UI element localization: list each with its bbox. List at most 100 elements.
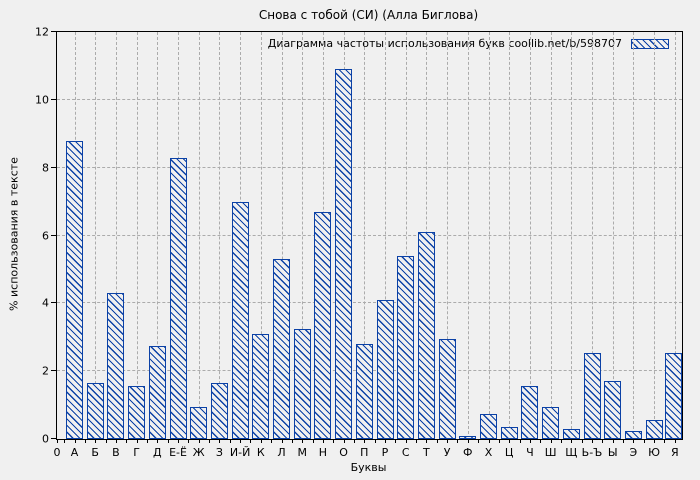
x-tick — [529, 439, 531, 443]
x-tick — [612, 439, 614, 443]
x-tick-label: С — [401, 446, 410, 459]
x-gridline — [95, 32, 97, 439]
y-tick — [51, 166, 57, 168]
bar — [438, 338, 456, 439]
x-tick — [291, 439, 293, 443]
bar — [335, 69, 353, 439]
x-tick — [374, 439, 376, 443]
origin-label: 0 — [53, 446, 61, 459]
x-gridline — [674, 32, 676, 439]
x-tick — [436, 439, 438, 443]
x-tick — [312, 439, 314, 443]
x-tick — [457, 439, 459, 443]
x-tick — [654, 439, 656, 443]
bar — [252, 333, 270, 439]
x-tick-label: Ч — [526, 446, 534, 459]
x-tick — [57, 439, 58, 443]
bar — [664, 352, 682, 439]
x-tick — [84, 439, 86, 443]
bar — [66, 140, 83, 439]
x-gridline — [550, 32, 552, 439]
x-tick-label: Ц — [504, 446, 514, 459]
x-tick-label: Е-Ё — [169, 446, 187, 459]
y-tick — [51, 302, 57, 304]
x-gridline — [612, 32, 614, 439]
x-tick-label: Ж — [192, 446, 205, 459]
bar — [480, 413, 497, 439]
bar — [624, 430, 642, 439]
x-tick — [633, 439, 635, 443]
x-gridline — [529, 32, 531, 439]
x-tick — [416, 439, 418, 443]
x-tick-label: М — [297, 446, 307, 459]
x-gridline — [157, 32, 159, 439]
x-gridline — [115, 32, 117, 439]
x-tick — [664, 439, 666, 443]
x-tick-label: Б — [91, 446, 99, 459]
x-tick — [219, 439, 221, 443]
x-tick-label: Н — [318, 446, 328, 459]
x-tick — [550, 439, 552, 443]
x-tick — [643, 439, 645, 443]
bar — [417, 232, 435, 439]
x-tick — [64, 439, 66, 443]
x-tick — [126, 439, 128, 443]
plot-area: Диаграмма частоты использования букв coo… — [35, 26, 683, 459]
y-tick-label: 6 — [42, 229, 49, 242]
x-tick-label: Ь-Ъ — [581, 446, 603, 459]
y-axis-title: % использования в тексте — [7, 157, 21, 311]
x-tick — [178, 439, 179, 443]
x-tick — [136, 439, 138, 443]
x-tick-label: О — [339, 446, 348, 459]
x-tick — [250, 439, 252, 443]
y-tick — [51, 98, 57, 100]
x-tick — [602, 439, 604, 443]
x-tick-label: А — [70, 446, 79, 459]
x-tick-label: Ы — [607, 446, 618, 459]
y-tick-label: 2 — [42, 364, 49, 378]
bar — [542, 406, 560, 439]
x-tick — [146, 439, 148, 443]
legend-label: Диаграмма частоты использования букв coo… — [267, 37, 622, 50]
x-gridline — [447, 32, 449, 439]
x-tick-label: Ш — [544, 446, 557, 459]
x-tick — [488, 439, 490, 443]
x-tick — [385, 439, 386, 443]
x-axis-title: Буквы — [350, 461, 387, 474]
bar — [583, 352, 601, 439]
x-tick-label: Э — [629, 446, 638, 459]
bar — [376, 299, 394, 439]
y-tick-label: 12 — [35, 25, 49, 39]
bar — [397, 255, 415, 439]
chart-title: Снова с тобой (СИ) (Алла Биглова) — [258, 8, 479, 22]
x-tick — [405, 439, 407, 443]
x-tick — [260, 439, 262, 443]
bar — [107, 293, 125, 439]
x-tick-label: Т — [423, 446, 430, 459]
x-tick-label: Ф — [463, 446, 473, 459]
x-gridline — [654, 32, 656, 439]
x-gridline — [509, 32, 511, 439]
x-gridline — [136, 32, 138, 439]
x-tick-label: Ю — [648, 446, 661, 459]
x-gridline — [219, 32, 221, 439]
bar — [521, 386, 539, 439]
x-tick — [592, 439, 593, 443]
bar — [148, 345, 166, 439]
x-tick-label: Л — [277, 446, 286, 459]
x-gridline — [633, 32, 635, 439]
x-tick-label: Щ — [565, 446, 578, 459]
bar — [562, 428, 580, 439]
legend-key-swatch — [631, 38, 669, 49]
bar — [459, 435, 477, 439]
x-tick-label: П — [360, 446, 369, 459]
x-tick — [271, 439, 273, 443]
x-tick — [302, 439, 304, 443]
bar — [210, 383, 228, 439]
y-gridline — [57, 302, 682, 304]
x-tick — [95, 439, 97, 443]
x-tick — [209, 439, 211, 443]
bar — [169, 157, 187, 439]
x-tick — [353, 439, 355, 443]
x-tick — [281, 439, 283, 443]
